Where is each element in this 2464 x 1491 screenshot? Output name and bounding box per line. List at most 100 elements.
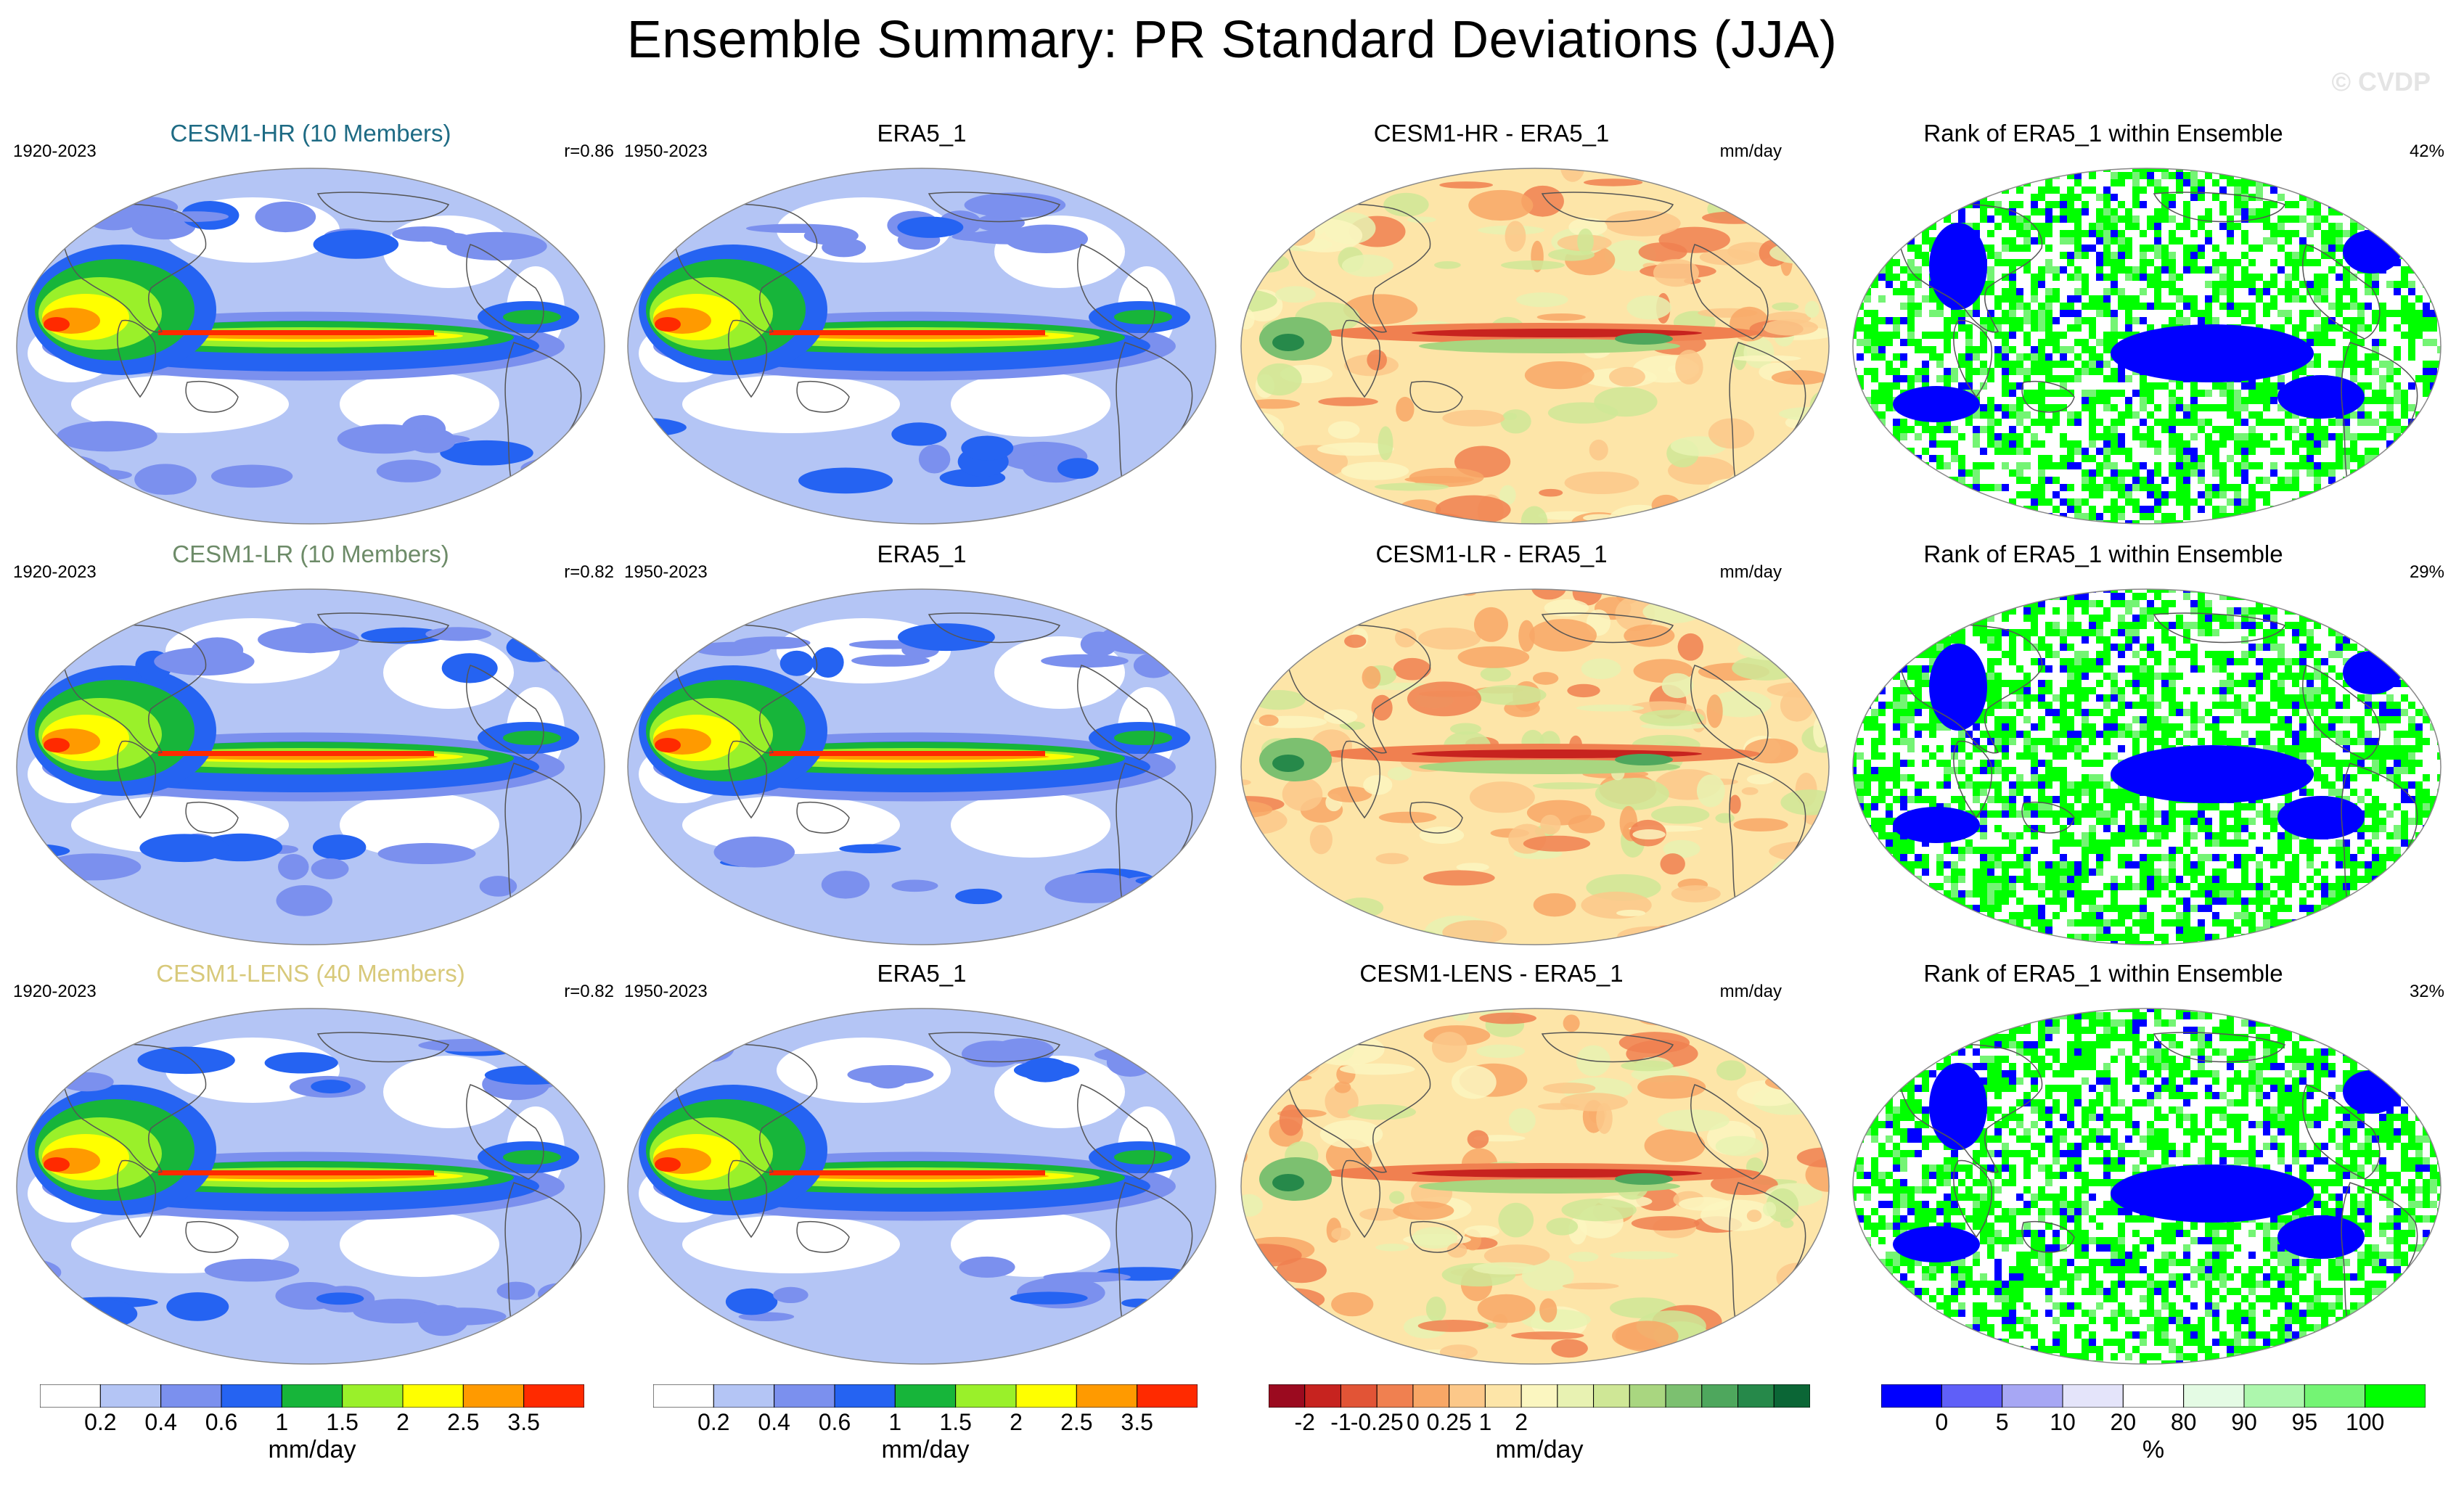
colorbar-tick-label: 2.5: [447, 1409, 480, 1435]
colorbar-swatch: [834, 1384, 896, 1408]
world-map-rank: [1852, 168, 2442, 525]
map-panel-obs-1: ERA5_1 1950-2023: [624, 120, 1219, 526]
colorbar-swatch: [1557, 1384, 1595, 1408]
colorbar-units: %: [2142, 1436, 2165, 1463]
colorbar-tick-label: 0: [1407, 1409, 1420, 1435]
figure-title: Ensemble Summary: PR Standard Deviations…: [626, 11, 1838, 69]
colorbar-swatch: [99, 1384, 162, 1408]
panel-title: CESM1-HR (10 Members): [170, 120, 451, 147]
panel-title: CESM1-HR - ERA5_1: [1373, 120, 1610, 147]
world-map-std: [16, 588, 605, 945]
colorbar-tick-label: 0.4: [144, 1409, 177, 1435]
units-label: mm/day: [1719, 141, 1782, 161]
colorbar-swatch: [1665, 1384, 1703, 1408]
colorbar-swatch: [1304, 1384, 1341, 1408]
colorbar-tick-label: 1.5: [326, 1409, 359, 1435]
map-panel-diff-3: CESM1-LENS - ERA5_1 mm/day: [1237, 960, 1833, 1366]
panel-title: CESM1-LR - ERA5_1: [1375, 541, 1608, 567]
world-map-std: [627, 588, 1216, 945]
colorbar-swatch: [1137, 1384, 1198, 1408]
colorbar-stddev: 0.2 0.4 0.6 1 1.5 2 2.5 3.5 mm/day: [40, 1384, 584, 1463]
cvdp-watermark: © CVDP: [2331, 67, 2431, 96]
colorbar-swatch: [1449, 1384, 1486, 1408]
colorbar-tick-label: 1: [1478, 1409, 1492, 1435]
colorbar-swatch: [402, 1384, 464, 1408]
map-panel-diff-1: CESM1-HR - ERA5_1 mm/day: [1237, 120, 1833, 526]
world-map-std: [16, 168, 605, 525]
rank-percentage: 32%: [2409, 982, 2444, 1001]
world-map-rank: [1852, 588, 2442, 945]
rank-percentage: 29%: [2409, 562, 2444, 582]
colorbar-tick-label: 5: [1995, 1409, 2009, 1435]
colorbar-swatch: [1376, 1384, 1414, 1408]
panel-title: ERA5_1: [877, 960, 967, 987]
colorbar-swatch: [1629, 1384, 1666, 1408]
colorbar-swatch: [1340, 1384, 1378, 1408]
panel-title: CESM1-LENS - ERA5_1: [1359, 960, 1624, 987]
colorbar-swatch: [894, 1384, 957, 1408]
colorbar-swatch: [1269, 1384, 1306, 1408]
pattern-correlation: r=0.86: [564, 141, 614, 161]
colorbar-tick-label: 10: [2050, 1409, 2076, 1435]
colorbar-tick-label: 2: [1010, 1409, 1023, 1435]
period-label: 1920-2023: [13, 562, 97, 582]
colorbar-swatch: [2002, 1384, 2063, 1408]
panel-title: Rank of ERA5_1 within Ensemble: [1923, 120, 2283, 147]
map-panel-model-1: CESM1-HR (10 Members) 1920-2023 r=0.86: [13, 120, 614, 526]
colorbar-swatch: [1881, 1384, 1942, 1408]
colorbar-swatch: [523, 1384, 584, 1408]
colorbar-swatch: [1015, 1384, 1077, 1408]
colorbar-swatch: [160, 1384, 222, 1408]
colorbar-tick-label: 1: [275, 1409, 289, 1435]
pattern-correlation: r=0.82: [564, 562, 614, 582]
panel-title: Rank of ERA5_1 within Ensemble: [1923, 960, 2283, 987]
colorbar-tick-label: 3.5: [1121, 1409, 1153, 1435]
colorbar-tick-label: 0.4: [758, 1409, 790, 1435]
colorbar-tick-label: 0.6: [205, 1409, 238, 1435]
colorbar-tick-label: 0.6: [818, 1409, 851, 1435]
colorbar-swatch: [1076, 1384, 1138, 1408]
colorbar-diff: -2 -1 -0.25 0 0.25 1 2 mm/day: [1269, 1384, 1810, 1463]
colorbar-tick-label: -1: [1330, 1409, 1351, 1435]
units-label: mm/day: [1719, 562, 1782, 582]
colorbar-swatch: [1484, 1384, 1522, 1408]
panel-title: CESM1-LENS (40 Members): [156, 960, 465, 987]
world-map-diff: [1240, 588, 1830, 945]
map-panel-obs-2: ERA5_1 1950-2023: [624, 541, 1219, 947]
colorbar-swatch: [2183, 1384, 2245, 1408]
colorbar-swatch: [713, 1384, 775, 1408]
colorbar-tick-label: 95: [2291, 1409, 2318, 1435]
colorbar-units: mm/day: [268, 1436, 356, 1463]
colorbar-tick-label: 1.5: [939, 1409, 972, 1435]
colorbar-tick-label: -0.25: [1350, 1409, 1404, 1435]
world-map-std: [627, 168, 1216, 525]
colorbar-swatch: [40, 1384, 101, 1408]
colorbar-rank: 0 5 10 20 80 90 95 100%: [1881, 1384, 2426, 1463]
pattern-correlation: r=0.82: [564, 982, 614, 1001]
period-label: 1950-2023: [624, 141, 708, 161]
panel-title: ERA5_1: [877, 120, 967, 147]
colorbar-tick-label: 0.2: [84, 1409, 117, 1435]
colorbar-tick-label: 2: [396, 1409, 409, 1435]
colorbar-swatch: [1738, 1384, 1775, 1408]
map-panel-rank-2: Rank of ERA5_1 within Ensemble 29%: [1849, 541, 2444, 947]
colorbar-tick-label: 80: [2170, 1409, 2197, 1435]
colorbar-tick-label: 90: [2231, 1409, 2257, 1435]
period-label: 1950-2023: [624, 562, 708, 582]
colorbar-tick-label: 3.5: [507, 1409, 540, 1435]
colorbar-swatch: [774, 1384, 835, 1408]
colorbar-tick-label: 0.25: [1426, 1409, 1472, 1435]
colorbar-swatch: [1593, 1384, 1630, 1408]
colorbar-swatch: [342, 1384, 404, 1408]
colorbar-swatch: [2304, 1384, 2366, 1408]
colorbar-swatch: [1941, 1384, 2003, 1408]
colorbar-tick-label: 20: [2110, 1409, 2137, 1435]
colorbar-stddev: 0.2 0.4 0.6 1 1.5 2 2.5 3.5 mm/day: [653, 1384, 1198, 1463]
map-panel-obs-3: ERA5_1 1950-2023: [624, 960, 1219, 1366]
units-label: mm/day: [1719, 982, 1782, 1001]
colorbar-swatch: [1412, 1384, 1450, 1408]
world-map-diff: [1240, 168, 1830, 525]
colorbar-tick-label: 2.5: [1060, 1409, 1093, 1435]
colorbar-swatch: [2122, 1384, 2185, 1408]
panel-title: ERA5_1: [877, 541, 967, 567]
